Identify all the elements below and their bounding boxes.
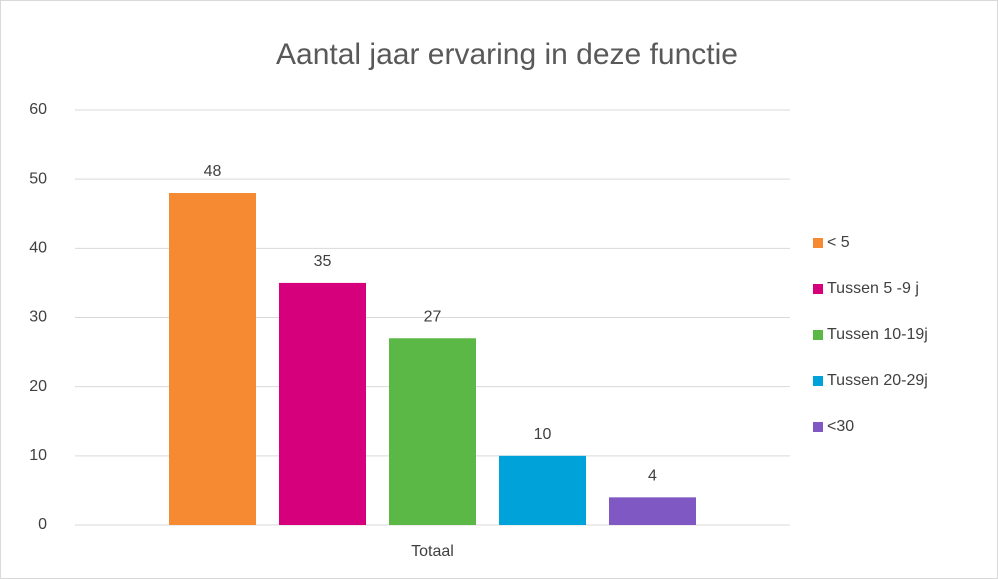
y-tick-label: 60 xyxy=(29,101,47,118)
bar xyxy=(169,193,256,525)
legend-swatch xyxy=(813,238,823,248)
y-tick-label: 30 xyxy=(29,309,47,326)
data-label: 48 xyxy=(204,163,222,180)
legend-swatch xyxy=(813,330,823,340)
data-label: 4 xyxy=(648,468,657,485)
x-tick-label: Totaal xyxy=(411,543,454,560)
legend-label: < 5 xyxy=(827,234,850,251)
y-tick-label: 20 xyxy=(29,378,47,395)
y-tick-label: 10 xyxy=(29,447,47,464)
legend-label: Tussen 5 -9 j xyxy=(827,280,919,297)
data-label: 10 xyxy=(534,426,552,443)
bar xyxy=(389,338,476,525)
legend-label: Tussen 20-29j xyxy=(827,372,928,389)
data-label: 35 xyxy=(314,253,332,270)
legend-label: <30 xyxy=(827,418,854,435)
legend-swatch xyxy=(813,284,823,294)
chart-title: Aantal jaar ervaring in deze functie xyxy=(276,38,738,71)
legend-swatch xyxy=(813,376,823,386)
bar xyxy=(609,497,696,525)
data-label: 27 xyxy=(424,308,442,325)
y-tick-label: 50 xyxy=(29,170,47,187)
bar xyxy=(499,455,586,525)
bar xyxy=(279,282,366,525)
legend-swatch xyxy=(813,422,823,432)
y-tick-label: 0 xyxy=(38,516,47,533)
legend-label: Tussen 10-19j xyxy=(827,326,928,343)
y-tick-label: 40 xyxy=(29,240,47,257)
